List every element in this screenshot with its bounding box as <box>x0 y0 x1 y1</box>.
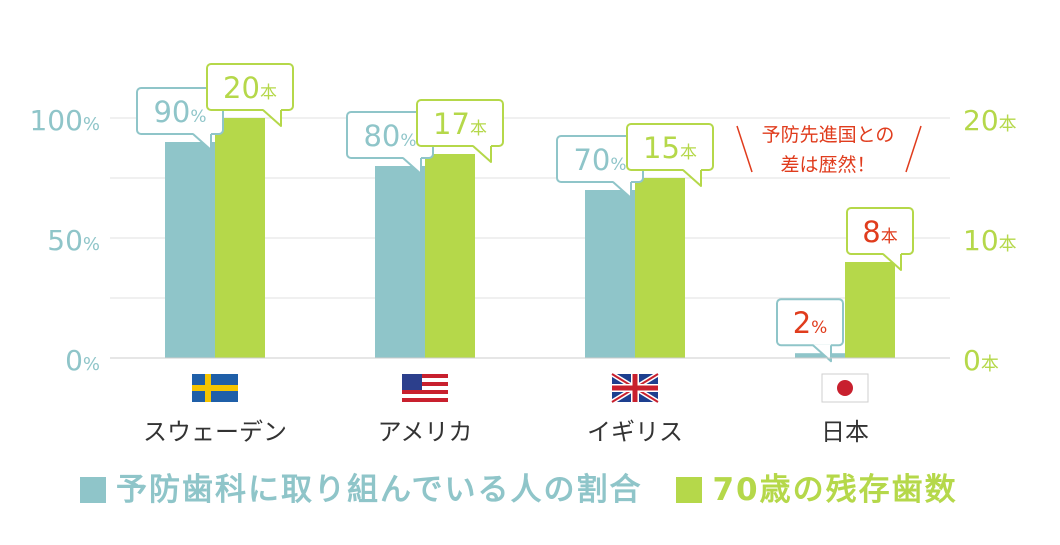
legend-label-prevention: 予防歯科に取り組んでいる人の割合 <box>116 472 643 508</box>
category-label: イギリス <box>587 418 683 446</box>
y-right-tick-label: 10本 <box>963 224 1017 257</box>
annotation-line-1: 予防先進国との <box>762 124 895 146</box>
annotation-slash-right <box>905 125 922 173</box>
bar-prevention <box>585 190 635 358</box>
bar-teeth <box>635 178 685 358</box>
usa-flag-stripe <box>402 378 448 382</box>
data-label-prevention: 2% <box>776 298 844 363</box>
y-left-tick-label: 100% <box>29 104 100 137</box>
data-label-teeth-box <box>206 63 294 111</box>
data-label-teeth: 8本 <box>846 207 914 271</box>
y-left-tick-label: 50% <box>47 224 100 257</box>
data-label-teeth-box <box>846 207 914 255</box>
sweden-flag-h <box>192 385 238 391</box>
y-right-tick-label: 0本 <box>963 344 999 377</box>
y-right-tick-label: 20本 <box>963 104 1017 137</box>
legend-swatch-prevention <box>80 477 106 503</box>
data-label-prevention: 90% <box>136 87 224 151</box>
data-label-teeth-tail <box>472 145 492 163</box>
usa-flag-canton <box>402 374 422 390</box>
data-label-teeth: 20本 <box>206 63 294 127</box>
data-label-teeth-box <box>416 99 504 147</box>
data-label-prevention-box <box>776 298 844 347</box>
legend-item-prevention: 予防歯科に取り組んでいる人の割合 <box>80 470 642 510</box>
data-label-prevention-text: 80% <box>363 119 416 153</box>
data-label-prevention-text: 70% <box>573 143 626 177</box>
data-label-prevention-tail <box>192 133 212 151</box>
uk-flag-h-red <box>612 385 658 391</box>
data-label-teeth-tail <box>882 253 902 271</box>
legend: 予防歯科に取り組んでいる人の割合 70歳の残存歯数 <box>80 470 958 510</box>
usa-flag-stripe <box>402 398 448 402</box>
usa-flag-stripe <box>402 386 448 390</box>
data-label-teeth-tail <box>262 109 282 127</box>
legend-label-teeth: 70歳の残存歯数 <box>712 472 958 508</box>
usa-flag <box>402 374 448 402</box>
data-label-teeth-tail <box>682 169 702 187</box>
usa-flag-stripe <box>402 390 448 394</box>
data-label-prevention-tail <box>402 157 422 175</box>
data-label-teeth-box <box>626 123 714 171</box>
data-label-prevention-tail <box>612 181 632 199</box>
legend-item-teeth: 70歳の残存歯数 <box>676 470 957 510</box>
usa-flag-stripe <box>402 374 448 378</box>
data-label-teeth-text: 8本 <box>862 215 897 249</box>
data-label-prevention-text: 90% <box>153 95 206 129</box>
data-label-prevention-tail <box>812 344 832 363</box>
japan-flag-circle <box>837 380 853 396</box>
data-label-teeth-text: 17本 <box>433 107 487 141</box>
bar-teeth <box>425 154 475 358</box>
data-label-prevention-text: 2% <box>793 306 828 340</box>
category-label: スウェーデン <box>143 418 287 446</box>
bar-teeth <box>215 118 265 358</box>
category-label: 日本 <box>821 418 869 446</box>
japan-flag <box>821 373 869 403</box>
sweden-flag <box>192 374 238 402</box>
data-label-teeth: 17本 <box>416 99 504 163</box>
data-label-prevention: 70% <box>556 135 644 199</box>
legend-swatch-teeth <box>676 477 703 503</box>
data-label-teeth-text: 20本 <box>223 71 277 105</box>
usa-flag-stripe <box>402 394 448 398</box>
bar-prevention <box>795 353 845 358</box>
category-label: アメリカ <box>378 418 473 446</box>
bar-prevention <box>375 166 425 358</box>
bar-teeth <box>845 262 895 358</box>
data-label-teeth-text: 15本 <box>643 131 697 165</box>
bar-prevention <box>165 142 215 358</box>
data-label-teeth: 15本 <box>626 123 714 187</box>
y-left-tick-label: 0% <box>65 344 100 377</box>
uk-flag <box>610 371 660 405</box>
annotation-line-2: 差は歴然！ <box>780 154 875 176</box>
annotation-slash-left <box>736 125 753 173</box>
usa-flag-stripe <box>402 382 448 386</box>
